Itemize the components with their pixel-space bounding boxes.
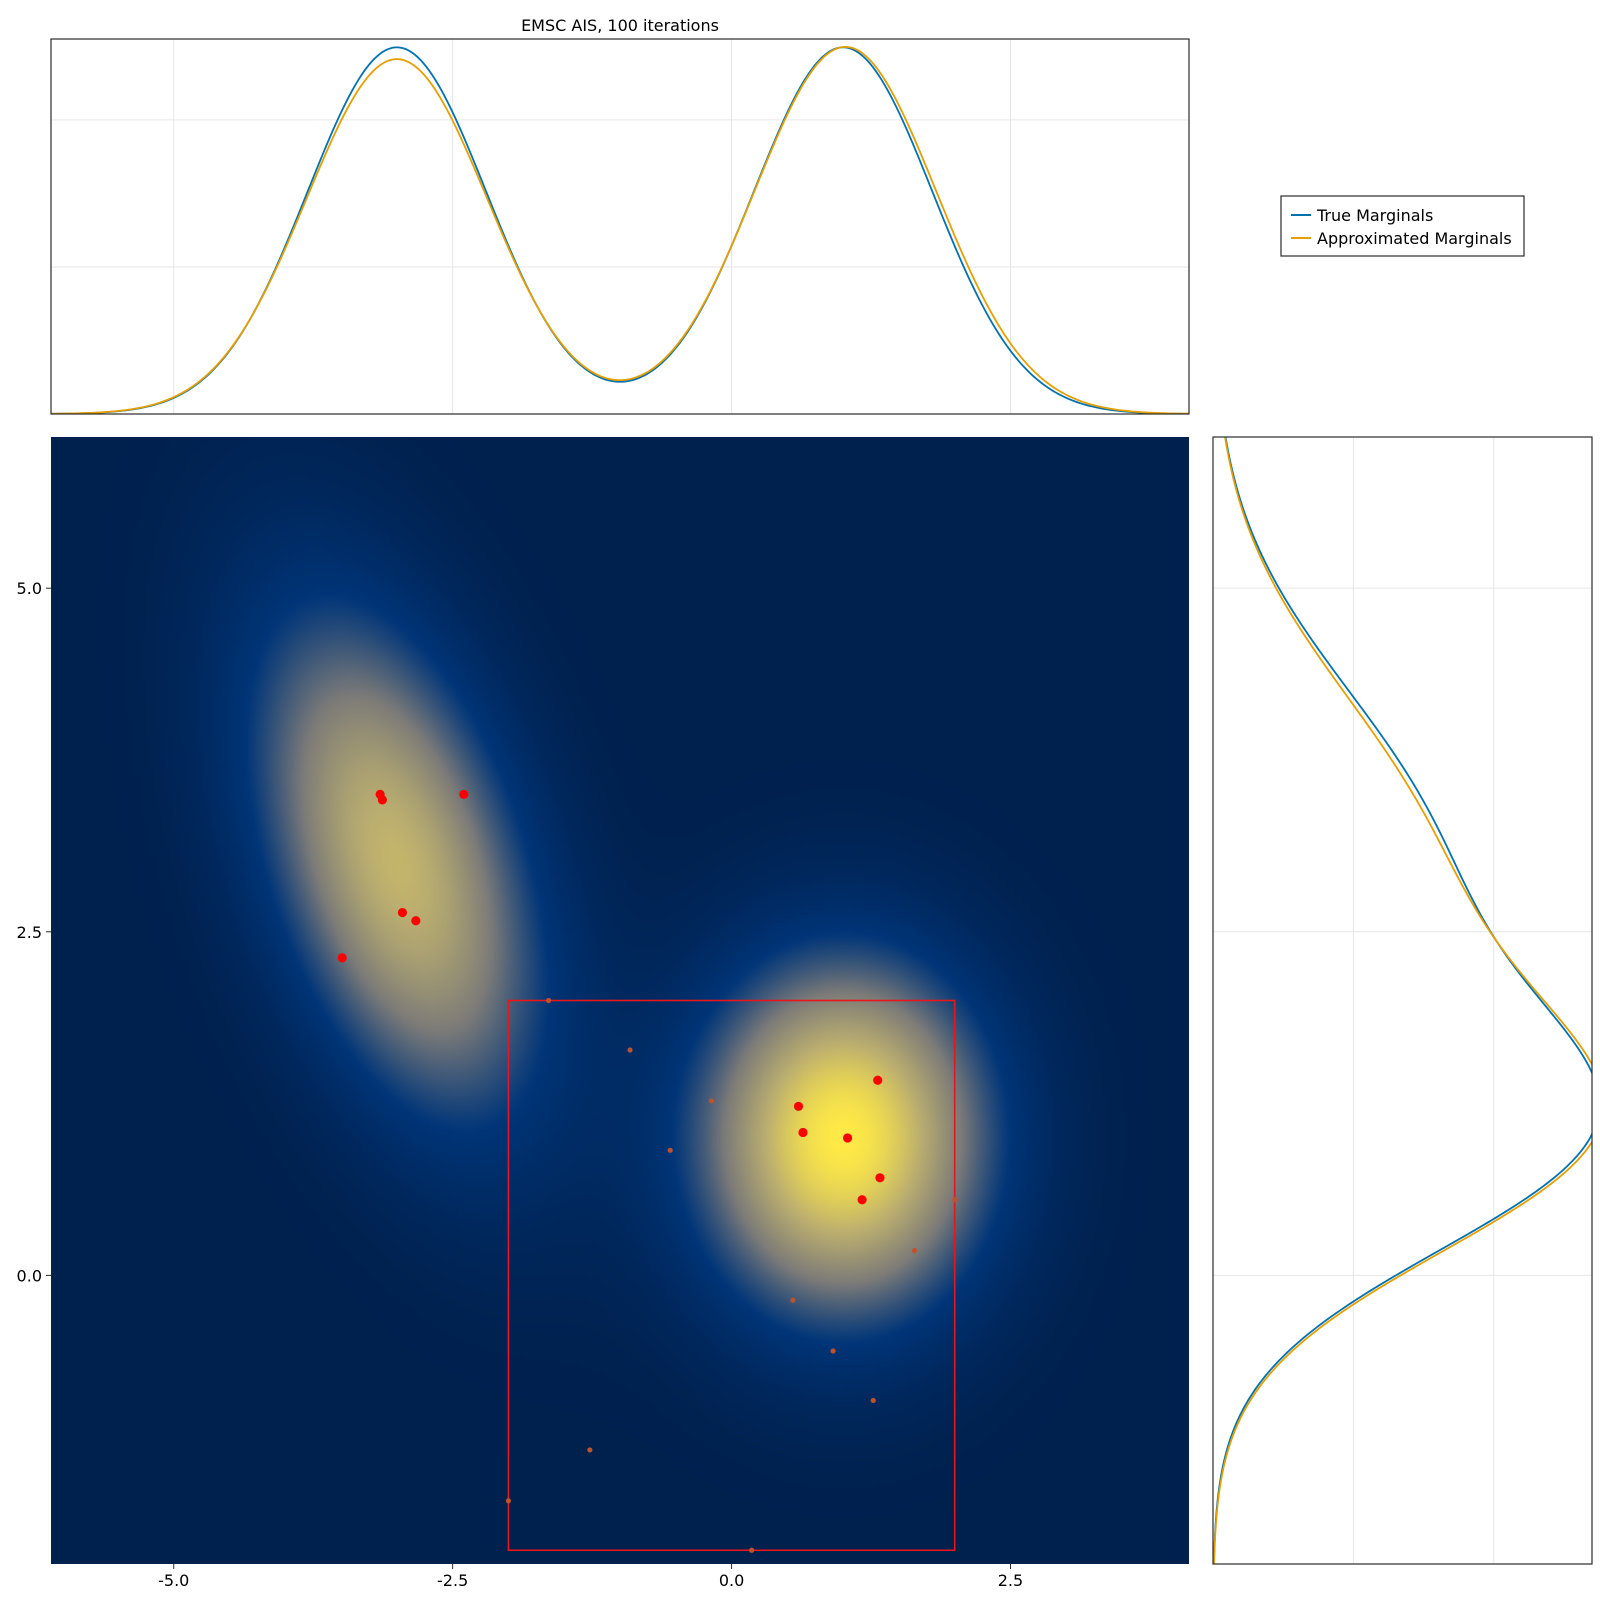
legend-label-approx: Approximated Marginals bbox=[1317, 229, 1512, 248]
x-tick-label: 0.0 bbox=[719, 1571, 744, 1590]
proposal-box bbox=[507, 999, 956, 1552]
y-tick-label: 2.5 bbox=[17, 923, 42, 942]
top-grid bbox=[51, 39, 1189, 414]
particle-point bbox=[952, 1197, 958, 1203]
right-true-marginal-line bbox=[1213, 437, 1592, 1564]
sample-point bbox=[798, 1127, 808, 1138]
top-panel-frame bbox=[50, 38, 1190, 415]
x-tick-label: -5.0 bbox=[158, 1571, 189, 1590]
sample-point bbox=[459, 789, 469, 799]
main-density-panel: -5.0 -2.5 0.0 2.5 5.0 2.5 0.0 bbox=[17, 437, 1189, 1590]
sample-point bbox=[397, 907, 408, 918]
sample-point bbox=[793, 1101, 804, 1111]
particle-point bbox=[545, 997, 552, 1004]
particle-point bbox=[627, 1047, 633, 1053]
particle-point bbox=[790, 1297, 796, 1303]
main-overlay bbox=[337, 789, 958, 1553]
particle-point bbox=[749, 1547, 755, 1553]
sample-point bbox=[337, 953, 347, 963]
right-marginal-lines bbox=[1213, 437, 1592, 1564]
particle-point bbox=[587, 1447, 593, 1453]
legend-frame bbox=[1280, 195, 1525, 257]
legend-label-true: True Marginals bbox=[1316, 206, 1433, 225]
particle-point bbox=[505, 1498, 512, 1504]
top-marginal-lines bbox=[51, 45, 1189, 414]
y-tick-label: 0.0 bbox=[17, 1266, 42, 1285]
right-panel-frame bbox=[1212, 436, 1593, 1565]
sample-point bbox=[411, 916, 421, 926]
particle-point bbox=[870, 1397, 876, 1404]
particle-point bbox=[911, 1248, 918, 1254]
sample-point bbox=[857, 1195, 867, 1205]
right-grid bbox=[1213, 437, 1592, 1564]
main-axis-ticks: -5.0 -2.5 0.0 2.5 5.0 2.5 0.0 bbox=[17, 579, 1024, 1590]
legend: True Marginals Approximated Marginals bbox=[1280, 195, 1525, 257]
particle-point bbox=[708, 1098, 715, 1104]
right-marginal-panel bbox=[1212, 436, 1593, 1565]
x-tick-label: 2.5 bbox=[998, 1571, 1023, 1590]
sample-point bbox=[843, 1133, 853, 1143]
chart-title: EMSC AIS, 100 iterations bbox=[521, 16, 719, 35]
sample-point bbox=[873, 1075, 883, 1085]
right-approx-marginal-line bbox=[1213, 437, 1592, 1564]
top-marginal-panel: EMSC AIS, 100 iterations bbox=[50, 16, 1190, 415]
sample-point bbox=[875, 1173, 885, 1183]
x-tick-label: -2.5 bbox=[437, 1571, 468, 1590]
sample-point bbox=[377, 795, 387, 805]
particle-point bbox=[667, 1147, 673, 1153]
top-approx-marginal-line bbox=[51, 45, 1189, 414]
y-tick-label: 5.0 bbox=[17, 579, 42, 598]
particle-point bbox=[830, 1348, 836, 1354]
